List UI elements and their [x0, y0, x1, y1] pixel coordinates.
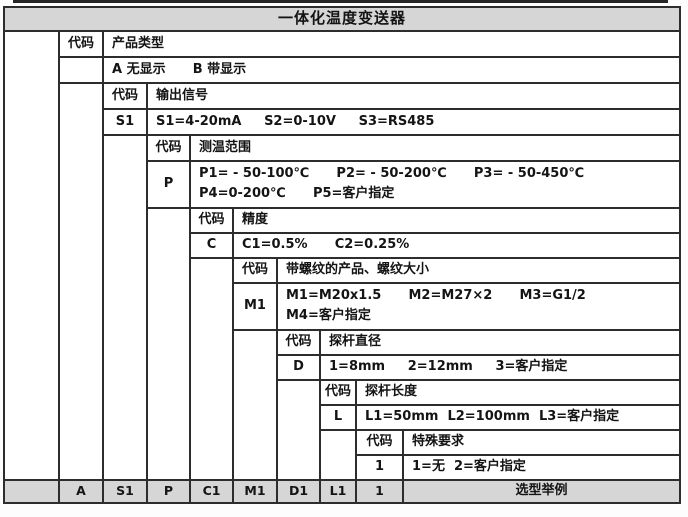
code-value-cell: S1: [104, 110, 146, 134]
code-header-cell: 代码: [278, 331, 319, 354]
field-name-cell: 探杆直径: [321, 331, 679, 354]
field-name-cell: 输出信号: [148, 84, 679, 108]
spacer-cell: [234, 331, 276, 479]
options-line: M1=M20x1.5 M2=M27×2 M3=G1/2: [286, 288, 586, 304]
spacer-cell: [278, 381, 319, 479]
field-name-cell: 测温范围: [191, 136, 679, 160]
summary-code-cell: L1: [321, 481, 355, 502]
options-cell: M1=M20x1.5 M2=M27×2 M3=G1/2 M4=客户指定: [278, 284, 679, 329]
summary-code-cell: D1: [278, 481, 319, 502]
code-value-cell: [60, 58, 102, 82]
options-cell: 1=无 2=客户指定: [404, 456, 679, 479]
spacer-cell: [321, 431, 355, 479]
summary-code-cell: C1: [191, 481, 232, 502]
options-cell: C1=0.5% C2=0.25%: [234, 234, 679, 257]
top-scan-line: [13, 0, 668, 3]
spacer-cell: [191, 259, 232, 479]
spacer-cell: [104, 136, 146, 479]
summary-label-cell: 选型举例: [404, 481, 679, 502]
field-name-cell: 特殊要求: [404, 431, 679, 454]
summary-code-cell: P: [148, 481, 189, 502]
summary-code-cell: 1: [357, 481, 402, 502]
code-header-cell: 代码: [60, 32, 102, 56]
code-header-cell: 代码: [191, 209, 232, 232]
code-value-cell: L: [321, 406, 355, 429]
options-cell: L1=50mm L2=100mm L3=客户指定: [357, 406, 679, 429]
field-name-cell: 产品类型: [104, 32, 679, 56]
options-line: P1= - 50-100℃ P2= - 50-200℃ P3= - 50-450…: [199, 166, 585, 182]
spacer-cell: [60, 84, 102, 479]
code-value-cell: P: [148, 162, 189, 207]
code-header-cell: 代码: [357, 431, 402, 454]
options-cell: 1=8mm 2=12mm 3=客户指定: [321, 356, 679, 379]
options-cell: S1=4-20mA S2=0-10V S3=RS485: [148, 110, 679, 134]
options-cell: P1= - 50-100℃ P2= - 50-200℃ P3= - 50-450…: [191, 162, 679, 207]
options-line: P4=0-200℃ P5=客户指定: [199, 186, 395, 201]
code-value-cell: M1: [234, 284, 276, 329]
code-value-cell: D: [278, 356, 319, 379]
options-cell: A 无显示 B 带显示: [104, 58, 679, 82]
summary-spacer-cell: [5, 481, 58, 502]
code-header-cell: 代码: [321, 381, 355, 404]
summary-code-cell: A: [60, 481, 102, 502]
selection-table: 一体化温度变送器 代码 产品类型 A 无显示 B 带显示 代码 输出信号 S1 …: [3, 6, 681, 504]
spacer-cell: [5, 32, 58, 479]
code-value-cell: 1: [357, 456, 402, 479]
field-name-cell: 精度: [234, 209, 679, 232]
code-header-cell: 代码: [148, 136, 189, 160]
summary-code-cell: S1: [104, 481, 146, 502]
spacer-cell: [148, 209, 189, 479]
table-title: 一体化温度变送器: [5, 8, 679, 30]
options-line: M4=客户指定: [286, 308, 371, 323]
summary-code-cell: M1: [234, 481, 276, 502]
code-header-cell: 代码: [234, 259, 276, 282]
field-name-cell: 探杆长度: [357, 381, 679, 404]
code-header-cell: 代码: [104, 84, 146, 108]
field-name-cell: 带螺纹的产品、螺纹大小: [278, 259, 679, 282]
code-value-cell: C: [191, 234, 232, 257]
